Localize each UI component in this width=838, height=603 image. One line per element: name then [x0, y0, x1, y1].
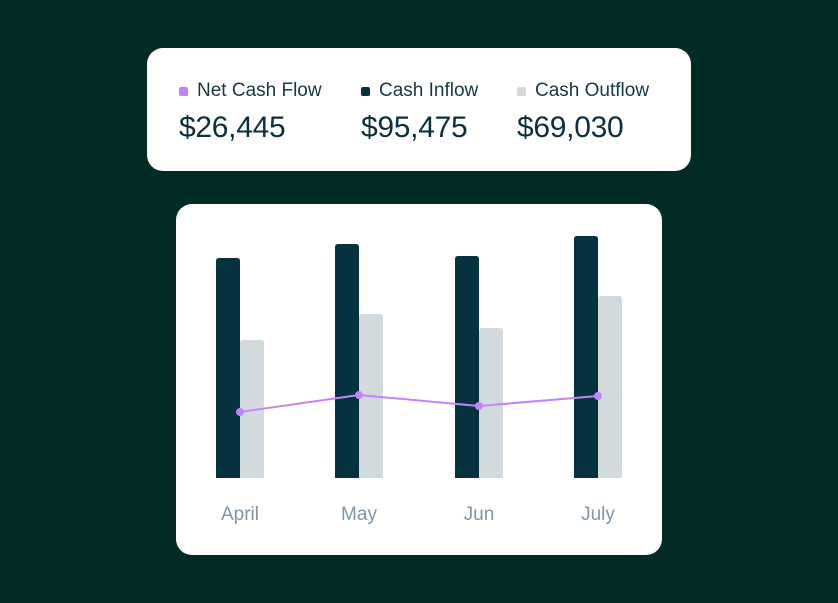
inflow-bar-july [574, 236, 598, 478]
x-tick-label: July [581, 504, 615, 525]
inflow-bar-may [335, 244, 359, 478]
net-cash-flow-swatch [179, 86, 188, 96]
cash-inflow-label: Cash Inflow [379, 80, 479, 101]
net-cash-flow-point-april [236, 408, 244, 416]
cash-outflow-legend: Cash Outflow [517, 80, 649, 102]
cash-outflow-value: $69,030 [517, 111, 624, 144]
x-tick-label: Jun [464, 504, 495, 525]
inflow-bar-april [216, 258, 240, 478]
net-cash-flow-legend: Net Cash Flow [179, 80, 322, 102]
net-cash-flow-point-july [594, 392, 602, 400]
net-cash-flow-point-jun [475, 402, 483, 410]
cash-outflow-swatch [517, 86, 526, 96]
outflow-bar-april [240, 340, 264, 478]
cash-inflow-legend: Cash Inflow [361, 80, 478, 102]
inflow-bar-jun [455, 256, 479, 478]
outflow-bar-jun [479, 328, 503, 478]
chart-card: April May Jun July [176, 204, 662, 555]
cash-outflow-label: Cash Outflow [535, 80, 650, 101]
net-cash-flow-label: Net Cash Flow [197, 80, 322, 101]
x-tick-label: April [221, 504, 259, 525]
cash-inflow-value: $95,475 [361, 111, 468, 144]
summary-card: Net Cash Flow $26,445 Cash Inflow $95,47… [147, 48, 691, 171]
outflow-bar-july [598, 296, 622, 478]
cash-flow-chart: April May Jun July [216, 236, 622, 525]
net-cash-flow-value: $26,445 [179, 111, 286, 144]
cash-inflow-swatch [361, 86, 370, 96]
net-cash-flow-point-may [355, 391, 363, 399]
x-tick-label: May [341, 504, 377, 525]
net-cash-flow-line [239, 394, 599, 413]
